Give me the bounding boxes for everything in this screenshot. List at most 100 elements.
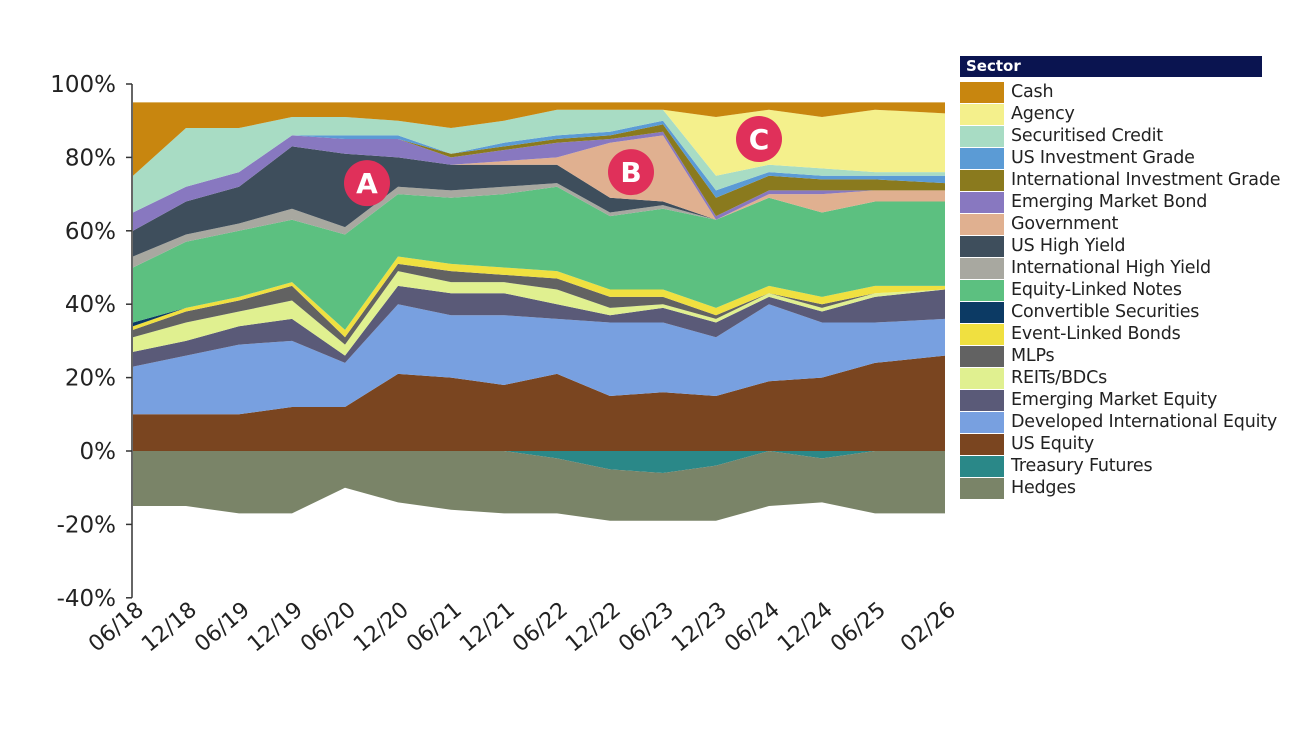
legend-swatch	[960, 169, 1004, 191]
x-tick-label: 06/25	[826, 597, 891, 657]
legend-item-international-high-yield: International High Yield	[960, 257, 1270, 279]
legend-label: Event-Linked Bonds	[1011, 324, 1181, 344]
legend-item-cash: Cash	[960, 81, 1270, 103]
x-tick-label: 12/20	[349, 597, 414, 657]
x-tick-label: 06/19	[190, 597, 255, 657]
legend-label: Equity-Linked Notes	[1011, 280, 1182, 300]
area-us-equity	[133, 355, 945, 451]
legend-item-convertible-securities: Convertible Securities	[960, 301, 1270, 323]
legend-swatch	[960, 345, 1004, 367]
annotation-c: C	[736, 116, 782, 163]
legend-swatch	[960, 81, 1004, 103]
legend-label: Emerging Market Bond	[1011, 192, 1208, 212]
y-tick-label: 80%	[65, 145, 116, 171]
legend-label: International Investment Grade	[1011, 170, 1281, 190]
legend-swatch	[960, 125, 1004, 147]
legend-label: Convertible Securities	[1011, 302, 1200, 322]
x-tick-label: 12/19	[243, 597, 308, 657]
area-international-investment-grade	[133, 124, 945, 217]
legend-swatch	[960, 323, 1004, 345]
legend-swatch	[960, 301, 1004, 323]
area-event-linked-bonds	[133, 256, 945, 338]
area-treasury-futures	[133, 451, 945, 474]
legend-item-reits-bdcs: REITs/BDCs	[960, 367, 1270, 389]
x-tick-label: 12/24	[773, 597, 838, 657]
legend-swatch	[960, 213, 1004, 235]
legend-swatch	[960, 389, 1004, 411]
y-tick-label: -20%	[57, 512, 116, 538]
legend-item-developed-international-equity: Developed International Equity	[960, 411, 1277, 433]
legend-swatch	[960, 433, 1004, 455]
legend-item-us-investment-grade: US Investment Grade	[960, 147, 1270, 169]
legend-item-equity-linked-notes: Equity-Linked Notes	[960, 279, 1270, 301]
x-tick-label: 06/22	[508, 597, 573, 657]
legend-item-securitised-credit: Securitised Credit	[960, 125, 1270, 147]
legend-label: REITs/BDCs	[1011, 368, 1108, 388]
x-tick-label: 06/23	[614, 597, 679, 657]
legend-title: Sector	[960, 56, 1262, 77]
legend-label: US High Yield	[1011, 236, 1126, 256]
legend-label: Hedges	[1011, 478, 1076, 498]
annotation-label: A	[356, 167, 378, 200]
legend-label: Agency	[1011, 104, 1075, 124]
x-tick-label: 12/23	[667, 597, 732, 657]
legend-item-us-high-yield: US High Yield	[960, 235, 1270, 257]
annotation-marker	[344, 160, 390, 207]
legend-label: Treasury Futures	[1011, 456, 1153, 476]
legend-item-agency: Agency	[960, 103, 1270, 125]
annotations: A B C	[344, 116, 782, 207]
legend-label: MLPs	[1011, 346, 1055, 366]
area-securitised-credit	[133, 109, 945, 213]
y-axis: -40% -20% 0% 20% 40% 60% 80% 100%	[50, 72, 133, 612]
legend-item-emerging-market-equity: Emerging Market Equity	[960, 389, 1270, 411]
legend-swatch	[960, 455, 1004, 477]
legend-swatch	[960, 477, 1004, 499]
legend-label: International High Yield	[1011, 258, 1211, 278]
legend-swatch	[960, 367, 1004, 389]
annotation-marker	[736, 116, 782, 163]
area-cash	[133, 102, 945, 176]
area-layers	[133, 102, 945, 521]
legend-swatch	[960, 147, 1004, 169]
area-equity-linked-notes	[133, 186, 945, 330]
legend-item-government: Government	[960, 213, 1270, 235]
legend-label: Securitised Credit	[1011, 126, 1163, 146]
x-tick-label: 02/26	[896, 597, 961, 657]
x-axis: 06/1812/1806/1912/1906/2012/2006/2112/21…	[84, 597, 961, 657]
annotation-marker	[608, 149, 654, 196]
annotation-b: B	[608, 149, 654, 196]
area-us-investment-grade	[133, 120, 945, 213]
legend: Sector Cash Agency Securitised Credit US In…	[960, 56, 1280, 499]
legend-swatch	[960, 191, 1004, 213]
area-reits-bdcs	[133, 271, 945, 356]
legend-label: Cash	[1011, 82, 1054, 102]
legend-item-us-equity: US Equity	[960, 433, 1270, 455]
legend-item-international-investment-grade: International Investment Grade	[960, 169, 1280, 191]
legend-swatch	[960, 235, 1004, 257]
area-developed-international-equity	[133, 304, 945, 415]
legend-item-event-linked-bonds: Event-Linked Bonds	[960, 323, 1270, 345]
legend-swatch	[960, 257, 1004, 279]
x-tick-label: 06/24	[720, 597, 785, 657]
legend-label: US Equity	[1011, 434, 1095, 454]
legend-swatch	[960, 103, 1004, 125]
legend-label: Developed International Equity	[1011, 412, 1278, 432]
legend-label: Government	[1011, 214, 1119, 234]
y-tick-label: 40%	[65, 292, 116, 318]
legend-label: Emerging Market Equity	[1011, 390, 1218, 410]
y-tick-label: 100%	[50, 72, 116, 98]
legend-swatch	[960, 279, 1004, 301]
annotation-label: C	[749, 123, 770, 156]
x-tick-label: 12/18	[137, 597, 202, 657]
annotation-a: A	[344, 160, 390, 207]
area-hedges	[133, 451, 945, 521]
y-tick-label: 20%	[65, 366, 116, 392]
annotation-label: B	[620, 156, 641, 189]
legend-item-treasury-futures: Treasury Futures	[960, 455, 1270, 477]
legend-item-mlps: MLPs	[960, 345, 1270, 367]
y-tick-label: -40%	[57, 586, 116, 612]
area-us-high-yield	[133, 146, 945, 257]
legend-item-hedges: Hedges	[960, 477, 1270, 499]
x-tick-label: 12/21	[455, 597, 520, 657]
